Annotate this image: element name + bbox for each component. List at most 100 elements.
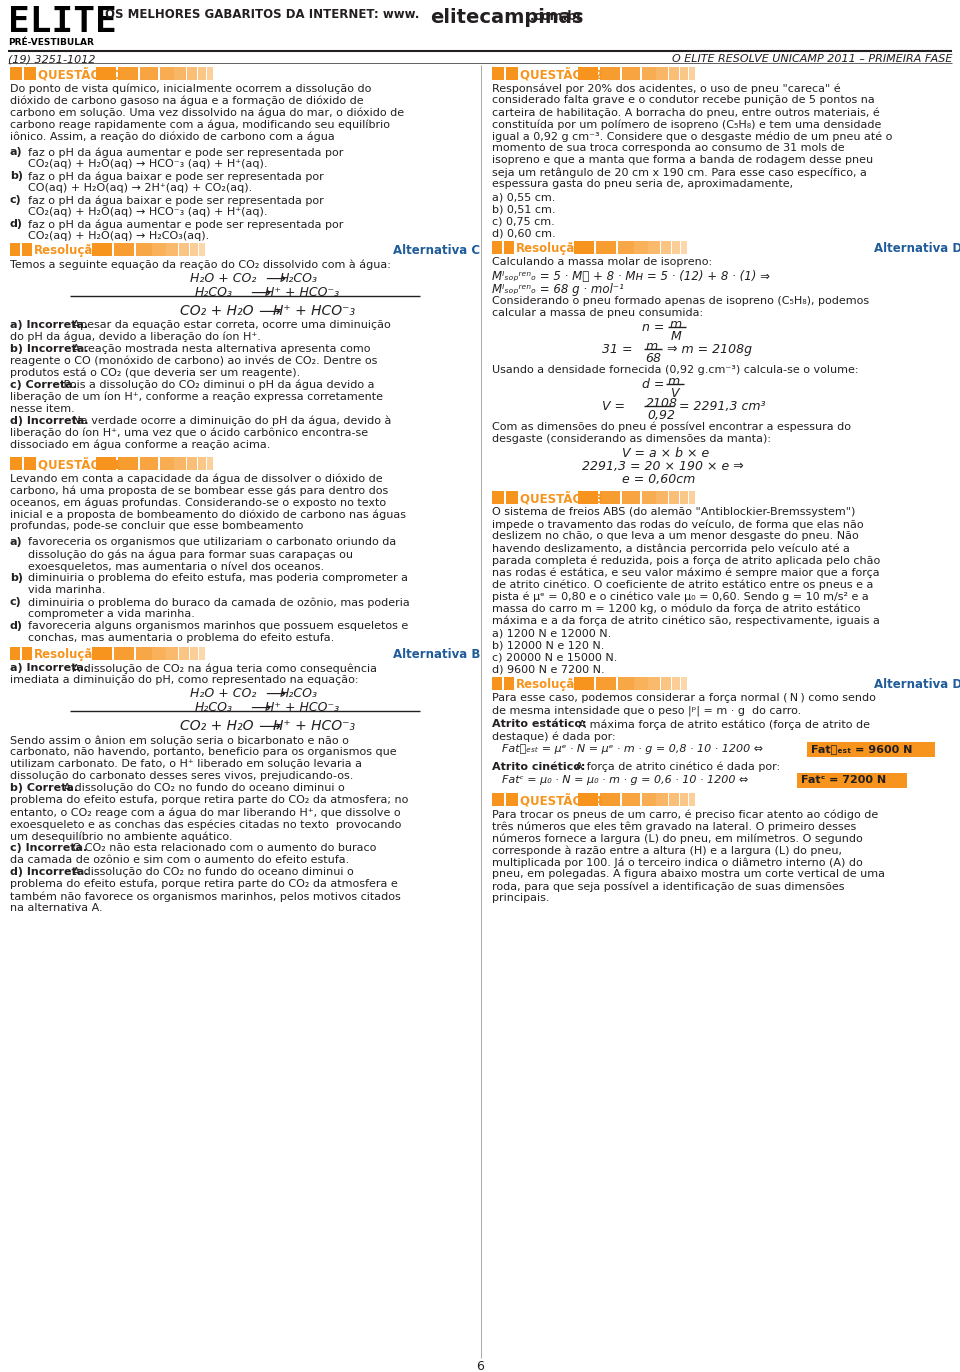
Text: 0,92: 0,92 [647,409,675,423]
Text: corresponde à razão entre a altura (H) e a largura (L) do pneu,: corresponde à razão entre a altura (H) e… [492,845,842,856]
Text: c) 20000 N e 15000 N.: c) 20000 N e 15000 N. [492,653,617,663]
Text: impede o travamento das rodas do veículo, de forma que elas não: impede o travamento das rodas do veículo… [492,519,864,530]
Bar [797,772,907,788]
Bar [179,243,189,257]
Text: Do ponto de vista químico, inicialmente ocorrem a dissolução do: Do ponto de vista químico, inicialmente … [10,82,372,93]
Text: 2108: 2108 [646,397,678,410]
Text: (19) 3251-1012: (19) 3251-1012 [8,54,95,64]
Text: m: m [670,318,683,331]
Text: Usando a densidade fornecida (0,92 g.cm⁻³) calcula-se o volume:: Usando a densidade fornecida (0,92 g.cm⁻… [492,365,858,375]
Text: V: V [670,387,679,401]
Text: Para esse caso, podemos considerar a força normal ( N ) como sendo: Para esse caso, podemos considerar a for… [492,693,876,702]
Text: números fornece a largura (L) do pneu, em milímetros. O segundo: números fornece a largura (L) do pneu, e… [492,833,863,844]
Text: a) Incorreta.: a) Incorreta. [10,663,88,674]
Text: liberação do íon H⁺, uma vez que o ácido carbônico encontra-se: liberação do íon H⁺, uma vez que o ácido… [10,428,368,439]
Text: comprometer a vida marinha.: comprometer a vida marinha. [28,609,195,619]
Text: Responsável por 20% dos acidentes, o uso de pneu "careca" é: Responsável por 20% dos acidentes, o uso… [492,82,841,93]
Text: H⁺ + HCO⁻₃: H⁺ + HCO⁻₃ [265,701,339,713]
Text: principais.: principais. [492,893,549,903]
Text: b) 0,51 cm.: b) 0,51 cm. [492,204,556,215]
Bar [207,457,213,471]
Bar [600,491,620,504]
Text: Alternativa D: Alternativa D [874,241,960,255]
Text: QUESTÃO 13: QUESTÃO 13 [520,493,603,505]
Text: problema do efeito estufa, porque retira parte do CO₂ da atmosfera; no: problema do efeito estufa, porque retira… [10,794,408,805]
Text: b): b) [10,573,23,583]
Text: Para trocar os pneus de um carro, é preciso ficar atento ao código de: Para trocar os pneus de um carro, é prec… [492,809,878,819]
Bar [596,241,616,254]
Text: a) Incorreta.: a) Incorreta. [10,320,88,331]
Text: n =: n = [642,321,664,333]
Text: Alternativa D: Alternativa D [874,678,960,691]
Bar [648,676,660,690]
Bar [672,676,680,690]
Text: momento de sua troca corresponda ao consumo de 31 mols de: momento de sua troca corresponda ao cons… [492,143,845,154]
Text: pista é μᵉ = 0,80 e o cinético vale μ₀ = 0,60. Sendo g = 10 m/s² e a: pista é μᵉ = 0,80 e o cinético vale μ₀ =… [492,591,869,601]
Text: dióxido de carbono gasoso na água e a formação de dióxido de: dióxido de carbono gasoso na água e a fo… [10,95,364,106]
Bar [642,67,656,80]
Text: A reação mostrada nesta alternativa apresenta como: A reação mostrada nesta alternativa apre… [69,344,371,354]
Text: M: M [671,331,682,343]
Bar [506,491,518,504]
Text: Mᴵₛₒₚʳᵉⁿₒ = 68 g · mol⁻¹: Mᴵₛₒₚʳᵉⁿₒ = 68 g · mol⁻¹ [492,283,624,296]
Text: Fatᶜ = μ₀ · N = μ₀ · m · g = 0,6 · 10 · 1200 ⇔: Fatᶜ = μ₀ · N = μ₀ · m · g = 0,6 · 10 · … [502,775,749,785]
Text: c): c) [10,195,22,204]
Bar [198,457,206,471]
Text: A dissolução do CO₂ no fundo do oceano diminui o: A dissolução do CO₂ no fundo do oceano d… [69,867,354,877]
Bar [140,67,158,80]
Text: produtos está o CO₂ (que deveria ser um reagente).: produtos está o CO₂ (que deveria ser um … [10,368,300,379]
Bar [656,793,668,805]
Text: Levando em conta a capacidade da água de dissolver o dióxido de: Levando em conta a capacidade da água de… [10,473,383,483]
Bar [574,676,594,690]
Text: V =: V = [602,401,625,413]
Text: b) Correta.: b) Correta. [10,783,78,793]
Text: liberação de um íon H⁺, conforme a reação expressa corretamente: liberação de um íon H⁺, conforme a reaçã… [10,392,383,402]
Bar [656,491,668,504]
Text: profundas, pode-se concluir que esse bombeamento: profundas, pode-se concluir que esse bom… [10,521,303,531]
Bar [642,793,656,805]
Text: faz o pH da água baixar e pode ser representada por: faz o pH da água baixar e pode ser repre… [28,195,324,206]
Text: nesse item.: nesse item. [10,403,75,414]
Text: QUESTÃO 10: QUESTÃO 10 [38,69,121,81]
Text: dissolução do carbonato desses seres vivos, prejudicando-os.: dissolução do carbonato desses seres viv… [10,771,353,781]
Text: H₂O + CO₂: H₂O + CO₂ [190,687,256,700]
Text: H⁺ + HCO⁻₃: H⁺ + HCO⁻₃ [273,719,355,733]
Bar [622,491,640,504]
Bar [506,67,518,80]
Bar [22,243,32,257]
Bar [136,243,152,257]
Text: favoreceria alguns organismos marinhos que possuem esqueletos e: favoreceria alguns organismos marinhos q… [28,622,408,631]
Bar [672,241,680,254]
Text: Resolução: Resolução [516,678,584,691]
Bar [174,457,186,471]
Text: iônico. Assim, a reação do dióxido de carbono com a água: iônico. Assim, a reação do dióxido de ca… [10,130,335,141]
Text: massa do carro m = 1200 kg, o módulo da força de atrito estático: massa do carro m = 1200 kg, o módulo da … [492,604,860,613]
Bar [96,457,116,471]
Text: Pois a dissolução do CO₂ diminui o pH da água devido a: Pois a dissolução do CO₂ diminui o pH da… [60,380,374,391]
Text: ⇒ m = 2108g: ⇒ m = 2108g [667,343,752,355]
Text: O sistema de freios ABS (do alemão "Antiblockier-Bremssystem"): O sistema de freios ABS (do alemão "Anti… [492,508,855,517]
Text: b) 12000 N e 120 N.: b) 12000 N e 120 N. [492,641,605,650]
Bar [190,243,198,257]
Text: c) 0,75 cm.: c) 0,75 cm. [492,217,555,226]
Bar [681,241,687,254]
Text: exoesqueletos, mas aumentaria o nível dos oceanos.: exoesqueletos, mas aumentaria o nível do… [28,561,324,572]
Text: Resolução: Resolução [516,241,584,255]
Bar [634,241,648,254]
Text: Apesar da equação estar correta, ocorre uma diminuição: Apesar da equação estar correta, ocorre … [69,320,391,331]
Text: deslizem no chão, o que leva a um menor desgaste do pneu. Não: deslizem no chão, o que leva a um menor … [492,531,859,541]
Text: diminuiria o problema do buraco da camada de ozônio, mas poderia: diminuiria o problema do buraco da camad… [28,597,410,608]
Text: CO₂(aq) + H₂O(aq) → H₂CO₃(aq).: CO₂(aq) + H₂O(aq) → H₂CO₃(aq). [28,230,209,241]
Text: d): d) [10,220,23,229]
Text: favoreceria os organismos que utilizariam o carbonato oriundo da: favoreceria os organismos que utilizaria… [28,536,396,547]
Text: um desequilíbrio no ambiente aquático.: um desequilíbrio no ambiente aquático. [10,831,232,841]
Bar [681,676,687,690]
Bar [506,793,518,805]
Bar [600,67,620,80]
Text: carbono, há uma proposta de se bombear esse gás para dentro dos: carbono, há uma proposta de se bombear e… [10,484,388,495]
Text: imediata a diminuição do pH, como representado na equação:: imediata a diminuição do pH, como repres… [10,675,358,685]
Bar [190,648,198,660]
Text: considerado falta grave e o condutor recebe punição de 5 pontos na: considerado falta grave e o condutor rec… [492,95,875,106]
Bar [140,457,158,471]
Text: 6: 6 [476,1360,484,1372]
